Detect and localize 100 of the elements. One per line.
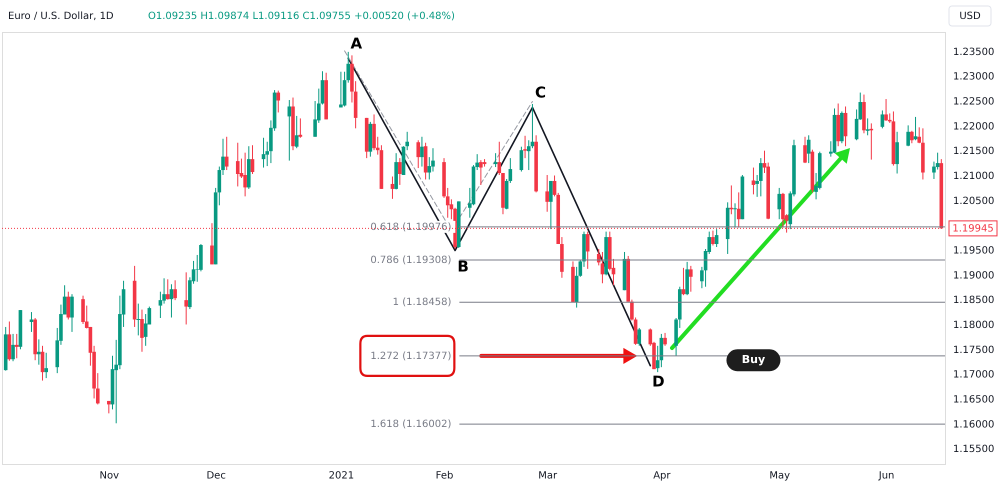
- candlestick: [276, 90, 280, 113]
- candlestick: [600, 251, 604, 284]
- candlestick: [298, 118, 302, 138]
- y-tick-label: 1.20500: [953, 196, 994, 207]
- candlestick: [870, 122, 874, 160]
- x-tick-label: Feb: [436, 470, 454, 482]
- candlestick: [170, 284, 174, 318]
- candlestick: [30, 312, 34, 332]
- annotation: D: [652, 372, 665, 391]
- y-tick-label: 1.19500: [953, 245, 994, 256]
- candlestick: [660, 333, 664, 368]
- candlestick: [236, 142, 240, 187]
- x-tick-label: Jun: [878, 470, 894, 482]
- candlestick: [759, 158, 763, 197]
- candlestick: [689, 265, 693, 292]
- annotation: B: [457, 257, 469, 276]
- candlestick: [736, 192, 741, 228]
- candlestick: [549, 180, 553, 230]
- candlestick: [420, 136, 424, 168]
- chart-title: Euro / U.S. Dollar, 1D: [8, 11, 114, 22]
- candlestick: [250, 144, 254, 175]
- y-tick-label: 1.23000: [953, 72, 994, 83]
- annotation: A: [350, 34, 362, 52]
- y-tick-label: 1.21000: [953, 171, 994, 182]
- candlestick: [14, 333, 19, 359]
- candlestick: [545, 174, 549, 212]
- candlestick: [880, 110, 884, 129]
- candlestick: [398, 158, 402, 186]
- x-tick-label: Nov: [100, 470, 120, 482]
- candlestick: [136, 303, 140, 336]
- candlestick: [910, 130, 914, 144]
- y-tick-label: 1.15500: [953, 444, 994, 456]
- y-tick-label: 1.18500: [953, 295, 994, 306]
- candlestick: [663, 332, 667, 346]
- candlestick: [733, 202, 737, 228]
- candlestick: [140, 309, 144, 352]
- candlestick: [844, 106, 848, 147]
- candlestick: [479, 160, 483, 186]
- x-tick-label: Mar: [538, 470, 558, 482]
- x-tick-label: Dec: [206, 470, 226, 482]
- candlestick: [70, 294, 74, 332]
- x-tick-label: Apr: [653, 470, 672, 482]
- ref-line-label: 1.618 (1.16002): [370, 419, 452, 430]
- candlestick: [40, 345, 44, 382]
- candlestick: [884, 98, 888, 122]
- candlestick: [586, 231, 590, 270]
- chart-subtitle: O1.09235 H1.09874 L1.09116 C1.09755 +0.00520 (+0.48%): [148, 11, 456, 22]
- candlestick: [66, 291, 70, 320]
- candlestick: [914, 116, 918, 141]
- candlestick: [777, 187, 782, 220]
- candlestick: [288, 100, 292, 162]
- candlestick: [520, 146, 524, 172]
- candlestick: [107, 400, 111, 414]
- y-tick-label: 1.17500: [953, 344, 994, 356]
- candlestick: [803, 136, 807, 164]
- annotation: Buy: [742, 353, 766, 366]
- ref-line-label: 1.19945: [952, 223, 994, 234]
- candlestick: [906, 124, 910, 147]
- candlestick: [714, 228, 718, 248]
- y-tick-label: 1.17000: [953, 370, 994, 381]
- x-tick-label: 2021: [328, 470, 354, 482]
- ref-line-label: 1 (1.18458): [392, 297, 452, 308]
- y-tick-label: 1.19000: [953, 270, 994, 282]
- y-tick-label: 1.23500: [953, 46, 994, 58]
- candlestick: [224, 136, 228, 171]
- candlestick: [44, 352, 48, 379]
- y-tick-label: 1.22000: [953, 121, 994, 132]
- y-tick-label: 1.22500: [953, 96, 994, 108]
- annotation: C: [534, 83, 546, 102]
- line-series: [347, 58, 652, 366]
- y-tick-label: 1.16500: [953, 394, 994, 406]
- candlestick: [294, 115, 298, 149]
- candlestick: [866, 118, 870, 136]
- candlestick: [494, 152, 498, 168]
- candlestick: [173, 280, 177, 301]
- candlestick: [166, 278, 170, 300]
- ref-line-label: 0.786 (1.19308): [370, 255, 452, 266]
- candlestick: [637, 327, 642, 346]
- candlestick: [262, 137, 266, 168]
- ref-line-label: 0.618 (1.19976): [370, 222, 452, 233]
- candlestick: [730, 184, 734, 215]
- candlestick: [752, 167, 756, 195]
- candlestick: [339, 71, 343, 108]
- y-tick-label: 1.16000: [953, 419, 994, 430]
- candlestick: [682, 267, 686, 296]
- candlestick: [523, 135, 527, 159]
- y-tick-label: 1.18000: [953, 320, 994, 331]
- candlestick: [184, 272, 188, 325]
- candlestick: [390, 176, 394, 200]
- candlestick: [81, 295, 85, 324]
- candlestick: [895, 131, 899, 174]
- text: USD: [959, 11, 981, 22]
- y-tick-label: 1.21500: [953, 146, 994, 158]
- candlestick: [243, 152, 247, 197]
- ref-line-label: 1.272 (1.17377): [370, 350, 452, 362]
- x-tick-label: May: [769, 470, 790, 482]
- candlestick: [37, 338, 41, 366]
- candlestick: [416, 140, 420, 169]
- candlestick: [806, 134, 811, 164]
- candlestick: [11, 333, 15, 362]
